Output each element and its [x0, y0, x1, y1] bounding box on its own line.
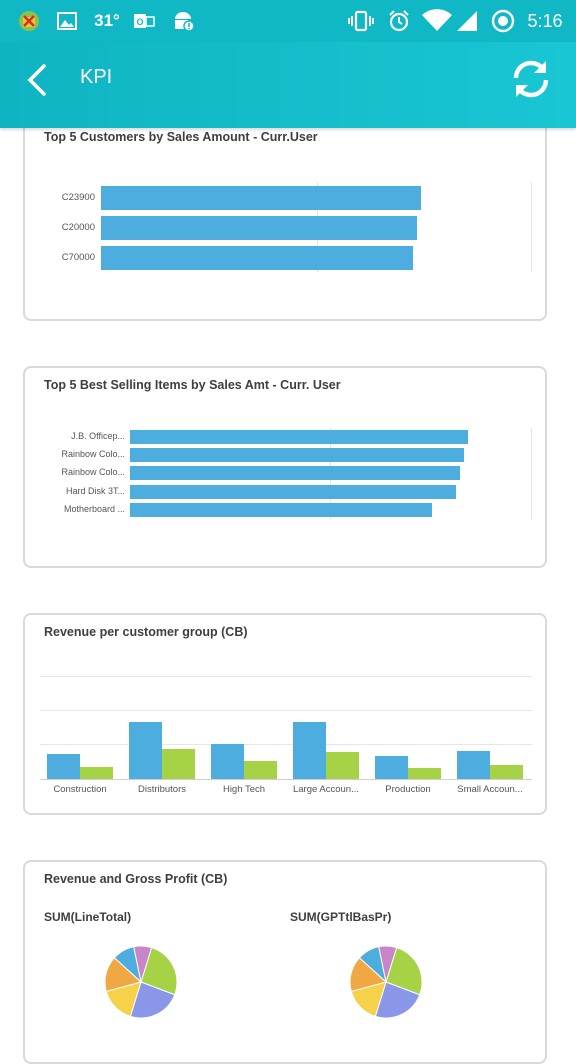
grid-line — [531, 182, 532, 272]
bar[interactable] — [293, 722, 326, 779]
bar-label: Motherboard ... — [63, 503, 125, 514]
pie-slice[interactable] — [378, 945, 398, 983]
x-tick-label: Large Accoun... — [292, 784, 360, 795]
line-total-pie — [104, 945, 178, 1019]
bar[interactable] — [130, 466, 460, 481]
bar[interactable] — [408, 767, 441, 779]
bar-label: C20000 — [61, 222, 95, 233]
refresh-icon — [513, 60, 549, 98]
bar[interactable] — [101, 186, 422, 210]
bar[interactable] — [47, 754, 80, 779]
x-tick-label: High Tech — [222, 784, 266, 795]
top-items-card: Top 5 Best Selling Items by Sales Amt - … — [23, 366, 547, 568]
bar-label: J.B. Officep... — [71, 431, 125, 441]
sync-status-icon — [490, 8, 516, 34]
signal-icon — [454, 8, 480, 34]
x-tick-label: Distributors — [137, 784, 187, 795]
bar[interactable] — [80, 766, 113, 779]
bar[interactable] — [244, 761, 277, 779]
card-title: Top 5 Best Selling Items by Sales Amt - … — [44, 378, 341, 392]
pie-slice[interactable] — [385, 946, 423, 996]
bar-label: Rainbow Colo... — [61, 449, 125, 460]
bar[interactable] — [457, 751, 490, 779]
pie-slice[interactable] — [129, 981, 176, 1019]
x-tick-label: Construction — [53, 784, 107, 795]
x-tick-label: Production — [385, 784, 431, 795]
outlook-icon: O — [133, 8, 155, 34]
card-title: Top 5 Customers by Sales Amount - Curr.U… — [44, 130, 318, 144]
android-debug-icon — [16, 8, 42, 34]
bar[interactable] — [130, 430, 468, 444]
bar-label: C23900 — [61, 192, 95, 203]
alarm-icon — [386, 8, 412, 34]
bar[interactable] — [129, 722, 162, 779]
svg-text:O: O — [136, 17, 143, 27]
bar[interactable] — [162, 749, 195, 779]
refresh-button[interactable] — [508, 56, 554, 102]
android-alert-icon — [170, 8, 196, 34]
x-tick-label: Small Accoun... — [457, 784, 523, 795]
bar[interactable] — [101, 216, 417, 240]
chevron-left-icon — [27, 64, 46, 96]
bar[interactable] — [326, 752, 359, 779]
card-title: Revenue and Gross Profit (CB) — [44, 872, 228, 886]
grid-line — [40, 676, 532, 677]
bar-label: Rainbow Colo... — [61, 467, 125, 478]
bar[interactable] — [130, 484, 456, 499]
pie-slice[interactable] — [140, 946, 178, 996]
line-total-label: SUM(LineTotal) — [44, 910, 132, 924]
gross-profit-label: SUM(GPTtlBasPr) — [290, 910, 392, 924]
revenue-profit-card: Revenue and Gross Profit (CB) SUM(LineTo… — [23, 860, 547, 1064]
back-button[interactable] — [22, 60, 56, 100]
image-icon — [56, 8, 78, 34]
bar[interactable] — [211, 743, 244, 779]
bar-label: C70000 — [61, 252, 95, 263]
pie-slice[interactable] — [133, 945, 153, 983]
vibrate-icon — [346, 8, 376, 34]
grid-line — [40, 710, 532, 711]
revenue-group-card: Revenue per customer group (CB) Construc… — [23, 613, 547, 815]
wifi-icon — [420, 8, 454, 34]
app-bar: KPI — [0, 42, 576, 128]
axis-line — [40, 779, 532, 780]
bar-label: Hard Disk 3T... — [65, 485, 125, 496]
grid-line — [40, 744, 532, 745]
status-bar: 31° O 5:16 — [0, 0, 576, 42]
card-title: Revenue per customer group (CB) — [44, 625, 248, 639]
pie-slice[interactable] — [374, 981, 421, 1019]
page-title: KPI — [80, 66, 113, 88]
grid-line — [531, 428, 532, 520]
bar[interactable] — [130, 448, 464, 463]
bar[interactable] — [375, 756, 408, 779]
top-customers-card: Top 5 Customers by Sales Amount - Curr.U… — [23, 110, 547, 321]
bar[interactable] — [490, 764, 523, 779]
bar[interactable] — [130, 502, 432, 517]
gross-profit-pie — [349, 945, 423, 1019]
bar[interactable] — [101, 246, 413, 270]
temperature-text: 31° — [94, 11, 120, 30]
clock-time: 5:16 — [527, 10, 563, 31]
